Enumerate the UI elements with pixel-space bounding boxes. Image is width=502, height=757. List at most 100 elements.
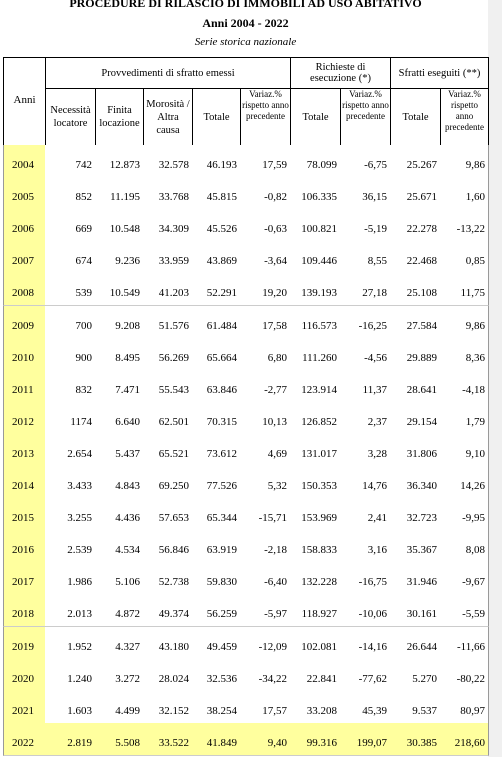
value-cell: 14,26 (440, 466, 489, 500)
value-cell: 34.309 (143, 209, 193, 243)
value-cell: 22.278 (390, 209, 441, 243)
value-cell: 17,58 (240, 305, 291, 339)
value-cell: 78.099 (290, 145, 341, 179)
value-cell: 3.433 (45, 466, 96, 500)
value-cell: 28.024 (143, 658, 193, 692)
value-cell: 4.843 (95, 466, 144, 500)
group-header: Provvedimenti di sfratto emessi (45, 57, 291, 89)
value-cell: 5.437 (95, 433, 144, 467)
value-cell: 832 (45, 369, 96, 403)
value-cell: 132.228 (290, 562, 341, 596)
note: Serie storica nazionale (194, 36, 297, 48)
value-cell: 9,10 (440, 433, 489, 467)
value-cell: 5.270 (390, 658, 441, 692)
value-cell: 11,75 (440, 273, 489, 307)
value-cell: 62.501 (143, 401, 193, 435)
value-cell: 669 (45, 209, 96, 243)
value-cell: 25.671 (390, 177, 441, 211)
year-header: Anni (3, 57, 46, 146)
value-cell: 700 (45, 305, 96, 339)
value-cell: 57.653 (143, 498, 193, 532)
year-cell: 2007 (3, 241, 46, 275)
value-cell: -2,18 (240, 530, 291, 564)
year-cell: 2014 (3, 466, 46, 500)
value-cell: 41.203 (143, 273, 193, 307)
year-cell: 2015 (3, 498, 46, 532)
year-cell: 2004 (3, 145, 46, 179)
value-cell: 12.873 (95, 145, 144, 179)
value-cell: 35.367 (390, 530, 441, 564)
value-cell: 69.250 (143, 466, 193, 500)
value-cell: 9.236 (95, 241, 144, 275)
column-header: Necessità locatore (45, 88, 96, 146)
value-cell: 100.821 (290, 209, 341, 243)
value-cell: 30.385 (390, 722, 441, 756)
value-cell: 19,20 (240, 273, 291, 307)
value-cell: 63.846 (192, 369, 241, 403)
value-cell: 9,40 (240, 722, 291, 756)
value-cell: 9.208 (95, 305, 144, 339)
value-cell: -5,19 (340, 209, 391, 243)
value-cell: 63.919 (192, 530, 241, 564)
value-cell: 52.291 (192, 273, 241, 307)
value-cell: 5.106 (95, 562, 144, 596)
value-cell: 10.549 (95, 273, 144, 307)
value-cell: -3,64 (240, 241, 291, 275)
year-cell: 2012 (3, 401, 46, 435)
value-cell: 2.013 (45, 594, 96, 628)
value-cell: 1,60 (440, 177, 489, 211)
value-cell: -11,66 (440, 626, 489, 660)
value-cell: 11.195 (95, 177, 144, 211)
value-cell: 80,97 (440, 690, 489, 724)
value-cell: 8,55 (340, 241, 391, 275)
year-cell: 2005 (3, 177, 46, 211)
value-cell: 0,85 (440, 241, 489, 275)
value-cell: 742 (45, 145, 96, 179)
year-cell: 2022 (3, 722, 46, 756)
value-cell: -9,95 (440, 498, 489, 532)
value-cell: 49.459 (192, 626, 241, 660)
value-cell: 10.548 (95, 209, 144, 243)
value-cell: 29.154 (390, 401, 441, 435)
value-cell: 65.344 (192, 498, 241, 532)
value-cell: 33.522 (143, 722, 193, 756)
value-cell: -10,06 (340, 594, 391, 628)
value-cell: 36,15 (340, 177, 391, 211)
value-cell: 30.161 (390, 594, 441, 628)
value-cell: 29.889 (390, 337, 441, 371)
value-cell: 27,18 (340, 273, 391, 307)
value-cell: 218,60 (440, 722, 489, 756)
year-cell: 2009 (3, 305, 46, 339)
value-cell: 32.152 (143, 690, 193, 724)
year-cell: 2013 (3, 433, 46, 467)
value-cell: -16,75 (340, 562, 391, 596)
value-cell: 1.603 (45, 690, 96, 724)
value-cell: 7.471 (95, 369, 144, 403)
value-cell: 43.180 (143, 626, 193, 660)
value-cell: 55.543 (143, 369, 193, 403)
value-cell: 52.738 (143, 562, 193, 596)
value-cell: 11,37 (340, 369, 391, 403)
value-cell: 33.768 (143, 177, 193, 211)
value-cell: 4,69 (240, 433, 291, 467)
year-cell: 2020 (3, 658, 46, 692)
value-cell: 674 (45, 241, 96, 275)
year-cell: 2017 (3, 562, 46, 596)
column-header: Variaz.% rispetto anno precedente (340, 88, 391, 146)
value-cell: 14,76 (340, 466, 391, 500)
value-cell: 4.327 (95, 626, 144, 660)
value-cell: -4,56 (340, 337, 391, 371)
value-cell: 109.446 (290, 241, 341, 275)
value-cell: 1174 (45, 401, 96, 435)
year-cell: 2008 (3, 273, 46, 307)
value-cell: -15,71 (240, 498, 291, 532)
value-cell: 65.521 (143, 433, 193, 467)
value-cell: 28.641 (390, 369, 441, 403)
value-cell: 65.664 (192, 337, 241, 371)
value-cell: 27.584 (390, 305, 441, 339)
value-cell: 3.272 (95, 658, 144, 692)
value-cell: 852 (45, 177, 96, 211)
value-cell: 118.927 (290, 594, 341, 628)
value-cell: 9,86 (440, 305, 489, 339)
